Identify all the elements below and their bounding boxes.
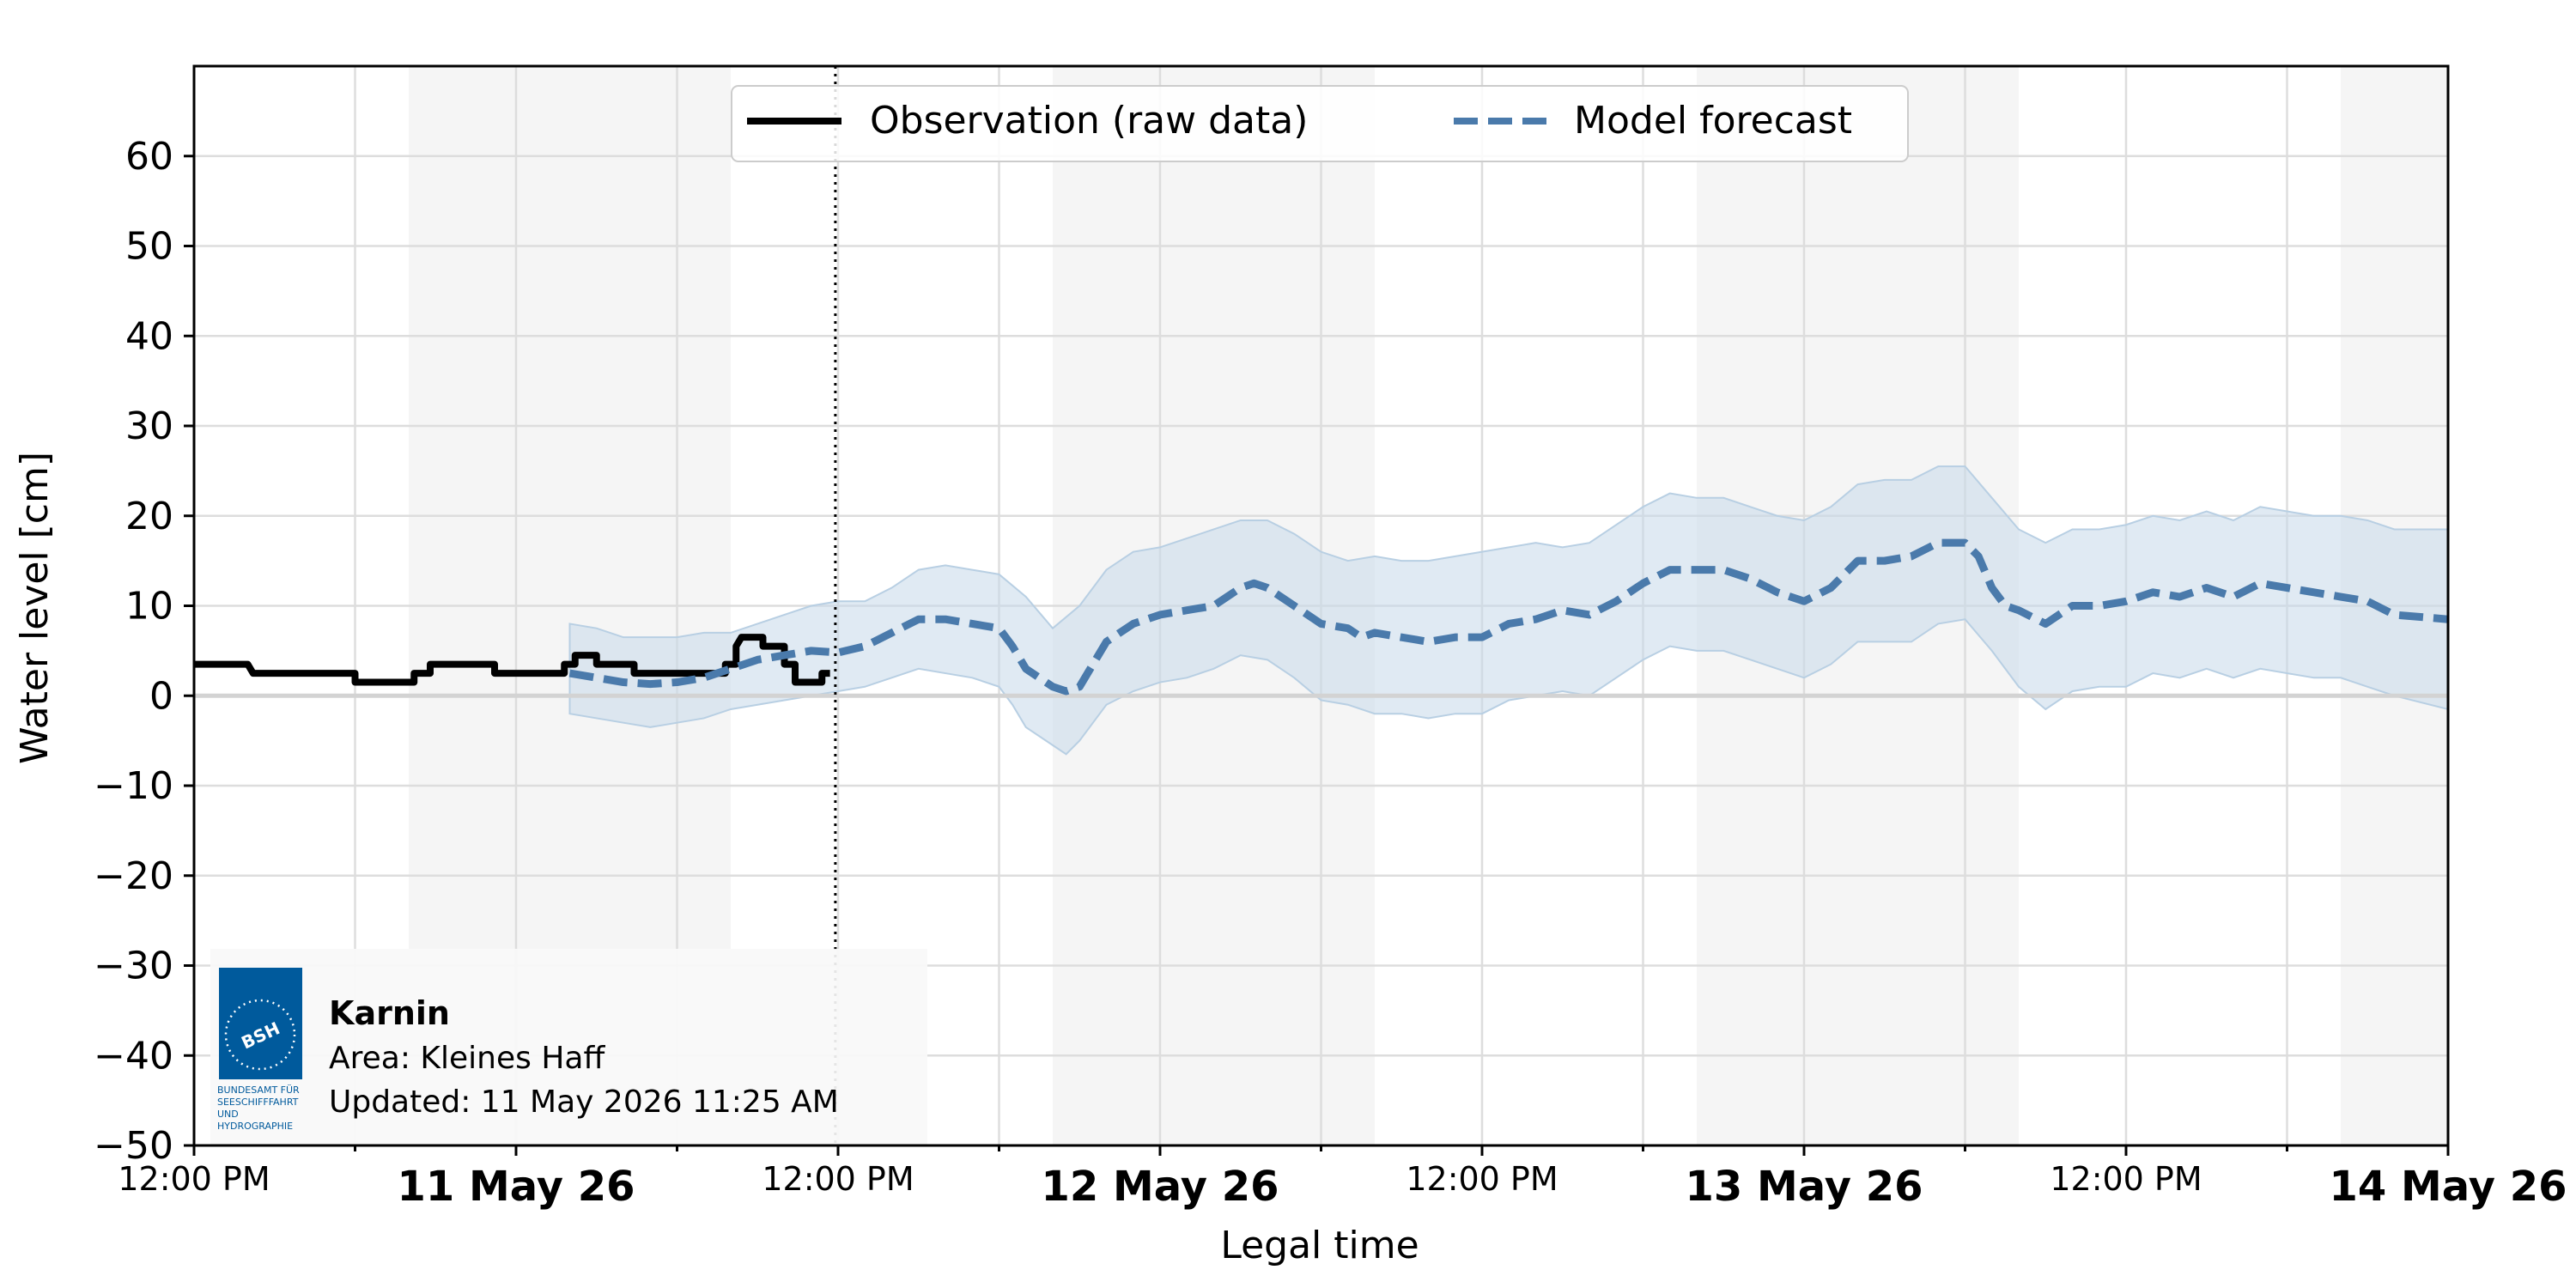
y-tick-label: −50 bbox=[94, 1124, 173, 1168]
x-tick-date-label: 13 May 26 bbox=[1686, 1163, 1923, 1211]
bsh-logo bbox=[219, 968, 302, 1079]
x-axis-ticks: 12:00 PM 11 May 26 12:00 PM 12 May 26 12:00 … bbox=[118, 1145, 2567, 1211]
station-info-box: BSH BUNDESAMT FÜR SEESCHIFFFAHRT UND HYD… bbox=[210, 949, 927, 1145]
updated-timestamp: Updated: 11 May 2026 11:25 AM bbox=[329, 1084, 839, 1120]
legend-observation-label: Observation (raw data) bbox=[870, 99, 1308, 143]
y-tick-label: 30 bbox=[125, 404, 173, 448]
legend-forecast-label: Model forecast bbox=[1574, 99, 1852, 143]
forecast-line bbox=[568, 538, 2449, 696]
y-tick-label: 60 bbox=[125, 135, 173, 179]
legend: Observation (raw data) Model forecast bbox=[731, 85, 1909, 162]
forecast-band-area bbox=[568, 465, 2449, 756]
logo-caption-3: UND bbox=[217, 1109, 239, 1120]
forecast-uncertainty-band bbox=[568, 465, 2449, 756]
x-axis-label: Legal time bbox=[1220, 1224, 1419, 1267]
series-lines bbox=[194, 538, 2449, 696]
x-tick-date-label: 11 May 26 bbox=[398, 1163, 635, 1211]
y-tick-label: −20 bbox=[94, 854, 173, 898]
y-axis-label: Water level [cm] bbox=[13, 452, 57, 764]
info-box-background bbox=[210, 949, 927, 1145]
bsh-logo-ring-icon bbox=[224, 999, 296, 1071]
y-tick-label: 50 bbox=[125, 225, 173, 269]
logo-caption-4: HYDROGRAPHIE bbox=[217, 1121, 293, 1132]
station-name: Karnin bbox=[329, 994, 450, 1032]
x-tick-date-label: 14 May 26 bbox=[2330, 1163, 2567, 1211]
y-tick-label: −10 bbox=[94, 764, 173, 808]
y-axis-ticks: −50 −40 −30 −20 −10 0 10 20 30 40 50 60 bbox=[94, 135, 194, 1168]
y-tick-label: 20 bbox=[125, 495, 173, 538]
x-tick-time-label: 12:00 PM bbox=[1406, 1160, 1558, 1198]
x-tick-time-label: 12:00 PM bbox=[118, 1160, 270, 1198]
y-tick-label: −40 bbox=[94, 1034, 173, 1078]
logo-caption-1: BUNDESAMT FÜR bbox=[217, 1084, 300, 1096]
y-tick-label: −30 bbox=[94, 945, 173, 988]
y-tick-label: 0 bbox=[149, 674, 173, 718]
logo-caption-2: SEESCHIFFFAHRT bbox=[217, 1097, 299, 1108]
station-area: Area: Kleines Haff bbox=[329, 1041, 605, 1076]
legend-box bbox=[731, 85, 1909, 162]
y-tick-label: 10 bbox=[125, 585, 173, 629]
x-tick-time-label: 12:00 PM bbox=[762, 1160, 914, 1198]
y-tick-label: 40 bbox=[125, 314, 173, 358]
x-tick-date-label: 12 May 26 bbox=[1042, 1163, 1279, 1211]
x-tick-time-label: 12:00 PM bbox=[2050, 1160, 2202, 1198]
